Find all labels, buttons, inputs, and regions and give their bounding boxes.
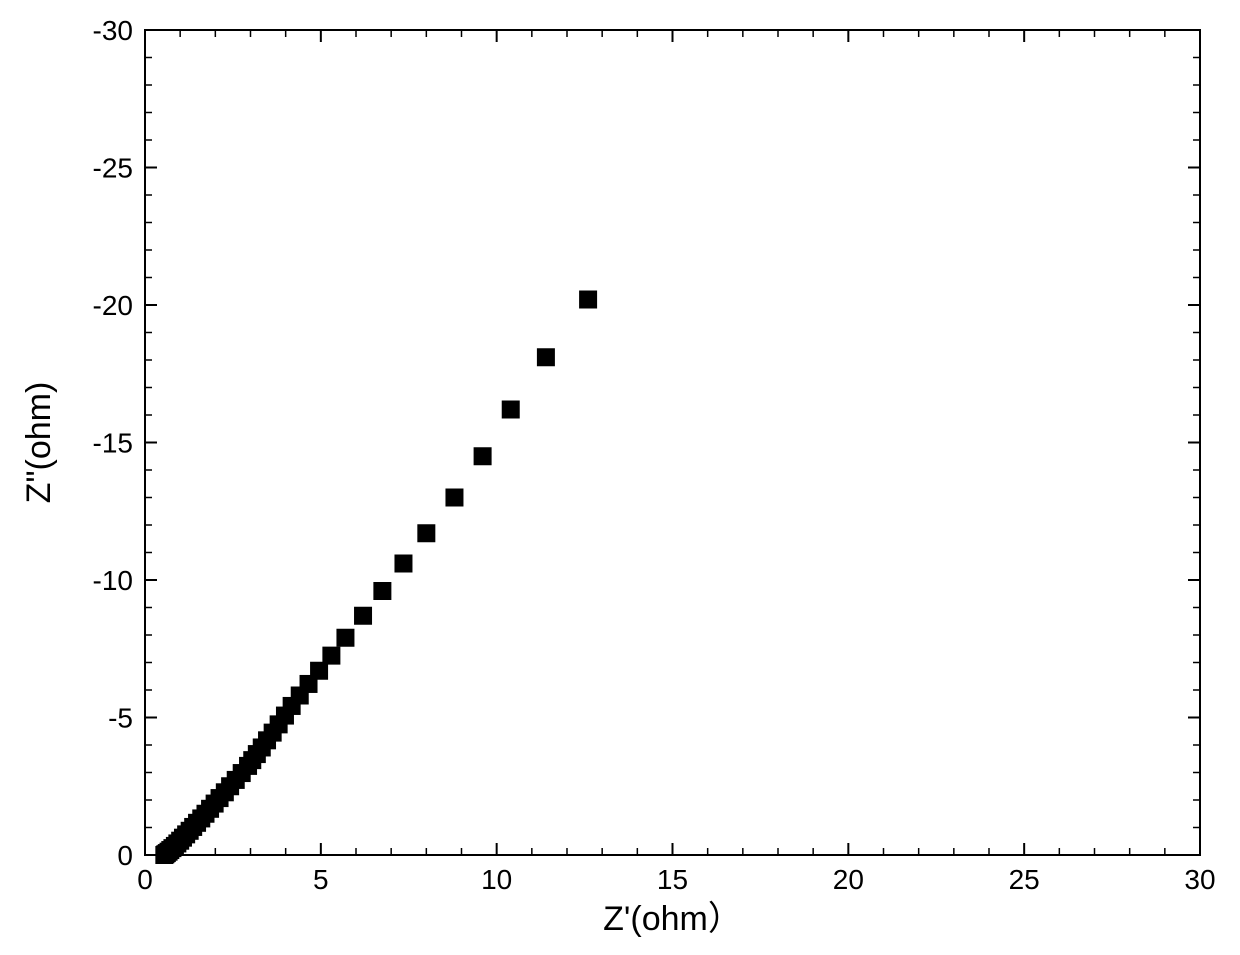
xtick-label: 30 — [1184, 864, 1215, 895]
ytick-label: -5 — [108, 703, 133, 734]
ytick-label: -30 — [93, 15, 133, 46]
ytick-label: -20 — [93, 290, 133, 321]
xtick-label: 10 — [481, 864, 512, 895]
xtick-label: 5 — [313, 864, 329, 895]
xtick-label: 20 — [833, 864, 864, 895]
data-point — [537, 348, 555, 366]
x-axis-label: Z'(ohm） — [603, 900, 742, 938]
data-point — [394, 555, 412, 573]
y-axis-label: Z"(ohm) — [20, 382, 58, 504]
data-point — [354, 607, 372, 625]
chart-svg: 0 5 10 15 20 25 30 0 -5 -10 -15 -20 -25 -30 Z'(ohm） Z"(… — [0, 0, 1240, 955]
data-point — [373, 582, 391, 600]
data-point — [322, 647, 340, 665]
data-point — [579, 291, 597, 309]
data-point — [417, 524, 435, 542]
nyquist-chart: 0 5 10 15 20 25 30 0 -5 -10 -15 -20 -25 -30 Z'(ohm） Z"(… — [0, 0, 1240, 955]
ytick-label: -15 — [93, 428, 133, 459]
data-point — [474, 447, 492, 465]
ytick-label: -10 — [93, 565, 133, 596]
data-point — [336, 629, 354, 647]
ytick-label: -25 — [93, 153, 133, 184]
xtick-label: 0 — [137, 864, 153, 895]
ytick-label: 0 — [117, 840, 133, 871]
data-point — [445, 489, 463, 507]
xtick-label: 15 — [657, 864, 688, 895]
xtick-label: 25 — [1009, 864, 1040, 895]
data-point — [502, 401, 520, 419]
